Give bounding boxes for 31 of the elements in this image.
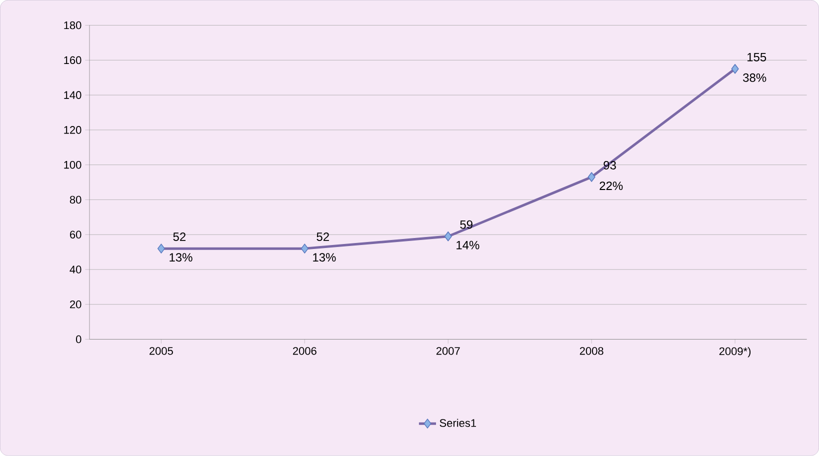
- point: [444, 232, 452, 242]
- point: [157, 244, 165, 254]
- point: [731, 64, 739, 74]
- y-tick-label: 140: [64, 91, 82, 100]
- annotation: 13%: [313, 253, 336, 262]
- point: [588, 172, 596, 182]
- y-tick-label: 40: [70, 266, 82, 274]
- y-tick-label: 80: [70, 196, 82, 204]
- y-tick-label: 100: [64, 161, 82, 169]
- y-tick-label: 60: [70, 230, 82, 239]
- x-tick-label: 2008: [580, 347, 604, 355]
- annotation: 38%: [743, 74, 766, 82]
- y-tick-label: 180: [64, 21, 82, 30]
- data-label: 155: [748, 53, 766, 62]
- y-tick-label: 120: [64, 126, 82, 134]
- x-tick-label: 2006: [292, 347, 316, 355]
- y-tick-label: 20: [70, 300, 82, 308]
- legend-label: Series1: [440, 418, 476, 427]
- y-tick-label: 0: [76, 335, 82, 344]
- data-label: 52: [173, 232, 186, 242]
- x-tick-label: 2007: [436, 347, 460, 355]
- data-label: 93: [604, 161, 616, 170]
- annotation: 22%: [600, 182, 623, 190]
- point: [300, 244, 308, 254]
- annotation: 14%: [456, 240, 480, 250]
- y-tick-label: 160: [64, 56, 82, 64]
- x-tick-label: 2009*): [719, 347, 751, 358]
- x-tick-label: 2005: [150, 347, 173, 355]
- data-label: 52: [316, 232, 329, 242]
- data-label: 59: [460, 220, 472, 229]
- annotation: 13%: [170, 253, 192, 262]
